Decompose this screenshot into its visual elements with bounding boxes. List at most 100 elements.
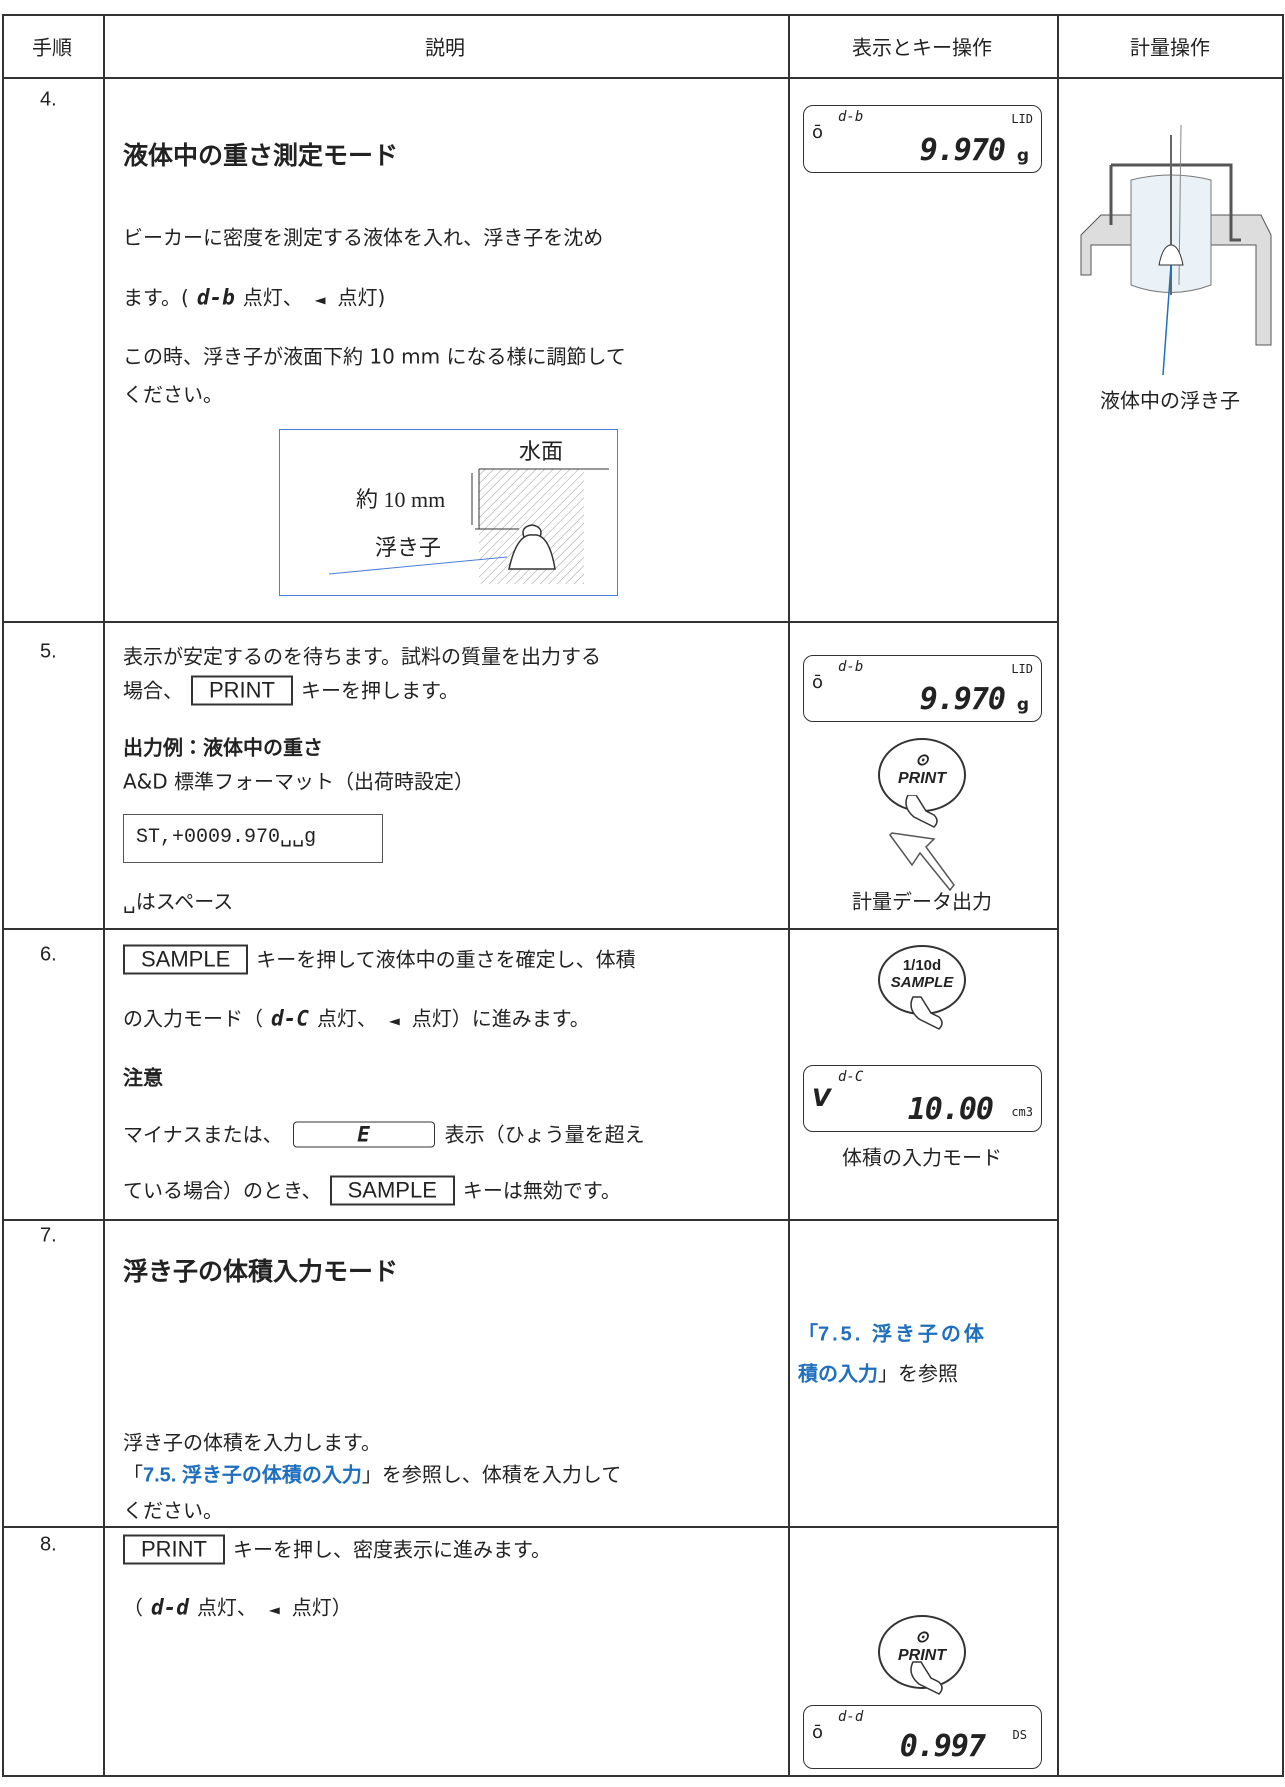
float <box>508 524 556 570</box>
text: 表示が安定するのを待ちます。試料の質量を出力する <box>123 644 601 669</box>
symbol: ⊙ <box>915 752 929 769</box>
text: マイナスまたは、 <box>123 1122 283 1147</box>
arrow-symbol: ◄ <box>314 292 326 309</box>
symbol: ⊙ <box>915 1629 929 1646</box>
text: キーを押します。 <box>301 678 459 703</box>
shape <box>910 1661 943 1695</box>
unit: LID <box>1011 112 1033 126</box>
shape <box>910 996 943 1030</box>
value: 9.970 <box>919 682 1006 717</box>
table-border <box>2 14 1284 16</box>
text: 」を参照し、体積を入力して <box>361 1462 622 1487</box>
text: 浮き子の体積を入力します。 <box>123 1430 381 1455</box>
label: PRINT <box>898 1647 946 1664</box>
header-cell: 表示とキー操作 <box>852 35 992 60</box>
key: PRINT <box>191 675 293 706</box>
row-line <box>2 621 1057 623</box>
pointer <box>328 556 508 575</box>
mode-symbol: d-C <box>271 1006 309 1031</box>
text: （ <box>123 1595 143 1620</box>
text: ている場合）のとき、 <box>123 1178 322 1203</box>
text-line: PRINT キーを押し、密度表示に進みます。 <box>115 1534 551 1565</box>
step: 7. <box>40 1224 57 1247</box>
hand-icon <box>910 996 943 1030</box>
step: 5. <box>40 640 57 663</box>
text: 場合、 <box>123 678 183 703</box>
stable-mark: ō <box>812 1722 824 1743</box>
arrow-symbol: ◄ <box>388 1013 400 1030</box>
step: 8. <box>40 1533 57 1556</box>
text-line: 積の入力」を参照 <box>798 1358 958 1387</box>
text: 点灯）に進みます。 <box>411 1006 590 1031</box>
error-display: E <box>292 1121 435 1148</box>
text: 「 <box>123 1462 143 1487</box>
text: この時、浮き子が液面下約 10 mm になる様に調節して <box>123 344 626 369</box>
text: 点灯、 <box>242 285 303 310</box>
row-line <box>2 1219 1057 1221</box>
caption: 液体中の浮き子 <box>1100 388 1240 413</box>
link[interactable]: 7.5. 浮き子の体積の入力 <box>143 1464 362 1487</box>
shape <box>905 795 938 828</box>
text-line: の入力モード（ d-C 点灯、 ◄ 点灯）に進みます。 <box>123 1003 590 1032</box>
mode-symbol: d-d <box>151 1595 189 1620</box>
col-line <box>103 14 105 1776</box>
shape <box>1158 244 1184 266</box>
header-cell: 計量操作 <box>1130 35 1210 60</box>
text-line: ている場合）のとき、 SAMPLE キーは無効です。 <box>123 1175 621 1206</box>
col-line <box>1057 14 1059 1776</box>
lcd-display: ō d-d 0.997 DS <box>803 1705 1042 1769</box>
col-line <box>2 14 4 1776</box>
value: 9.970 <box>919 133 1006 168</box>
header-cell: 手順 <box>32 35 72 60</box>
output-example: ST,+0009.970␣␣g <box>123 814 383 863</box>
icons <box>889 795 955 892</box>
unit: g <box>1016 695 1029 715</box>
text: ます。( <box>123 285 189 310</box>
header-cell: 説明 <box>425 35 465 60</box>
stable-mark: ō <box>812 122 824 143</box>
arrow-symbol: ◄ <box>268 1602 280 1619</box>
indicator: V <box>812 1084 831 1112</box>
table-border <box>2 1775 1284 1777</box>
text-line: 「7.5. 浮き子の体積の入力」を参照し、体積を入力して <box>123 1459 621 1488</box>
hand-icon <box>910 1661 943 1695</box>
text: キーを押して液体中の重さを確定し、体積 <box>256 947 636 972</box>
key: SAMPLE <box>123 944 249 975</box>
lcd-display: ō d-b 9.970 LID g <box>803 655 1042 722</box>
key: PRINT <box>123 1534 225 1565</box>
unit: cm3 <box>1011 1105 1033 1119</box>
text-line: SAMPLE キーを押して液体中の重さを確定し、体積 <box>115 944 636 975</box>
stable-mark: ō <box>812 672 824 693</box>
text-line: 「7.5. 浮き子の体 <box>798 1318 987 1347</box>
key: SAMPLE <box>329 1175 455 1206</box>
text-line: 場合、 PRINT キーを押します。 <box>123 675 459 706</box>
text: キーを押し、密度表示に進みます。 <box>233 1537 551 1562</box>
float-diagram <box>279 429 618 596</box>
heading: 浮き子の体積入力モード <box>123 1257 399 1286</box>
heading: 液体中の重さ測定モード <box>123 141 399 170</box>
unit: LID <box>1011 662 1033 676</box>
mode: d-b <box>838 659 864 675</box>
text-line: マイナスまたは、 E 表示（ひょう量を超え <box>123 1119 645 1148</box>
link[interactable]: 7.5. 浮き子の体 <box>818 1323 987 1346</box>
example-title: 出力例：液体中の重さ <box>123 735 323 760</box>
mode: d-d <box>838 1709 864 1725</box>
print-button: ⊙ PRINT <box>878 1615 966 1689</box>
mode: d-b <box>838 109 864 125</box>
step: 4. <box>40 88 57 111</box>
row-line <box>2 1526 1057 1528</box>
text-line: （ d-d 点灯、 ◄ 点灯） <box>123 1592 352 1621</box>
caption: 体積の入力モード <box>842 1145 1002 1170</box>
caption: 計量データ出力 <box>852 889 992 914</box>
text: 点灯) <box>337 285 386 310</box>
label: 浮き子 <box>375 535 442 560</box>
link[interactable]: 積の入力 <box>798 1363 878 1386</box>
text: 表示（ひょう量を超え <box>444 1122 645 1147</box>
label: 1/10d <box>902 957 942 974</box>
table-border <box>1282 14 1284 1776</box>
text: ビーカーに密度を測定する液体を入れ、浮き子を沈め <box>123 225 604 250</box>
text: A&D 標準フォーマット（出荷時設定） <box>123 769 475 794</box>
label: 約 10 mm <box>356 487 446 512</box>
